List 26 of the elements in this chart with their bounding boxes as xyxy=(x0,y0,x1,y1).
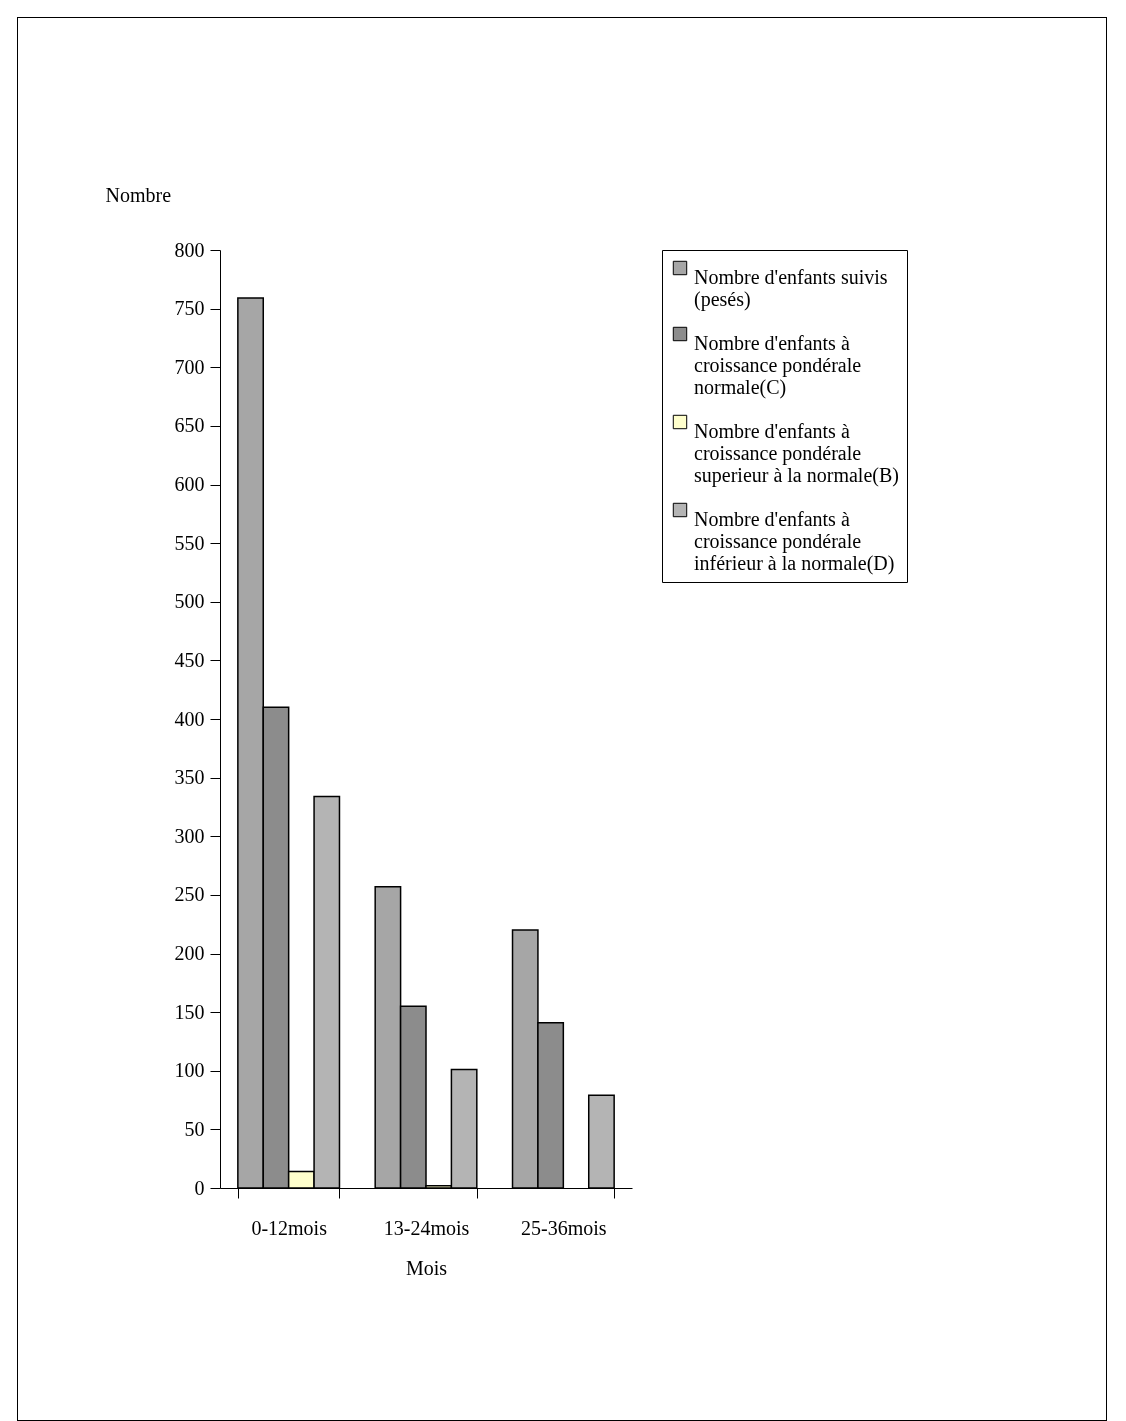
x-tick-label: 0-12mois xyxy=(251,1216,328,1239)
y-tick-label: 550 xyxy=(174,531,205,554)
legend-label: Nombre d'enfants à croissance pondérale superieur à la normale(B) xyxy=(694,420,899,487)
y-tick-label: 250 xyxy=(174,883,205,906)
y-tick-label: 50 xyxy=(184,1117,205,1140)
x-tick-label: 25-36mois xyxy=(521,1216,607,1239)
x-tick-label: 13-24mois xyxy=(383,1216,470,1239)
y-tick-label: 150 xyxy=(174,1000,205,1023)
y-tick-label: 200 xyxy=(174,942,205,964)
legend-label: Nombre d'enfants suivis (pesés) xyxy=(694,266,888,311)
y-tick-label: 700 xyxy=(174,355,205,378)
y-tick-label: 800 xyxy=(174,238,205,261)
y-tick-label: 300 xyxy=(174,824,205,847)
y-tick-label: 650 xyxy=(174,414,205,437)
y-axis-title: Nombre xyxy=(105,183,172,206)
legend-label: Nombre d'enfants à croissance pondérale normale(C) xyxy=(694,332,862,399)
y-tick-label: 350 xyxy=(174,766,205,789)
y-tick-label: 600 xyxy=(174,473,205,495)
y-tick-label: 100 xyxy=(174,1059,205,1082)
x-axis-title: Mois xyxy=(405,1256,448,1279)
y-tick-label: 450 xyxy=(174,648,205,671)
y-tick-label: 750 xyxy=(174,297,205,320)
y-tick-label: 400 xyxy=(174,707,205,730)
y-tick-label: 0 xyxy=(194,1176,205,1199)
y-tick-label: 500 xyxy=(174,590,205,613)
legend-label: Nombre d'enfants à croissance pondérale inférieur à la normale(D) xyxy=(694,508,895,575)
